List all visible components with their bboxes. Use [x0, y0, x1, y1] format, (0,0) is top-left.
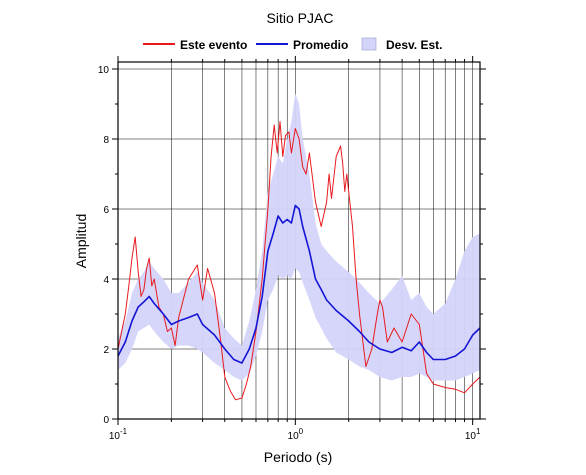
legend-swatch	[361, 37, 377, 51]
promedio-line	[117, 204, 481, 364]
legend-item: Este evento	[143, 38, 247, 52]
legend-item: Desv. Est.	[361, 37, 442, 52]
legend-item: Promedio	[256, 38, 348, 52]
y-tick-label: 8	[103, 135, 109, 146]
chart-title: Sitio PJAC	[267, 10, 334, 26]
std-dev-band-area	[118, 93, 480, 381]
x-axis-label: Periodo (s)	[264, 449, 332, 465]
plot-frame	[117, 61, 481, 420]
y-axis-label: Amplitud	[73, 214, 89, 268]
y-tick-label: 2	[103, 345, 109, 356]
y-tick-label: 4	[103, 275, 109, 286]
std-dev-band	[118, 93, 480, 381]
y-tick-label: 6	[103, 205, 109, 216]
x-tick-label: 101	[465, 427, 481, 442]
x-tick-label: 100	[288, 427, 304, 442]
axis-tick-labels: 10-1 100 101 0 2 4 6 8 10	[98, 65, 481, 442]
axis-ticks	[112, 56, 486, 425]
legend-label: Promedio	[293, 38, 348, 52]
legend-label: Desv. Est.	[386, 38, 442, 52]
legend-label: Este evento	[180, 38, 247, 52]
y-tick-label: 0	[103, 415, 109, 426]
chart-legend: Este evento Promedio Desv. Est.	[143, 37, 442, 52]
series-lines	[117, 121, 481, 401]
x-tick-label: 10-1	[109, 427, 128, 442]
y-tick-label: 10	[98, 65, 110, 76]
